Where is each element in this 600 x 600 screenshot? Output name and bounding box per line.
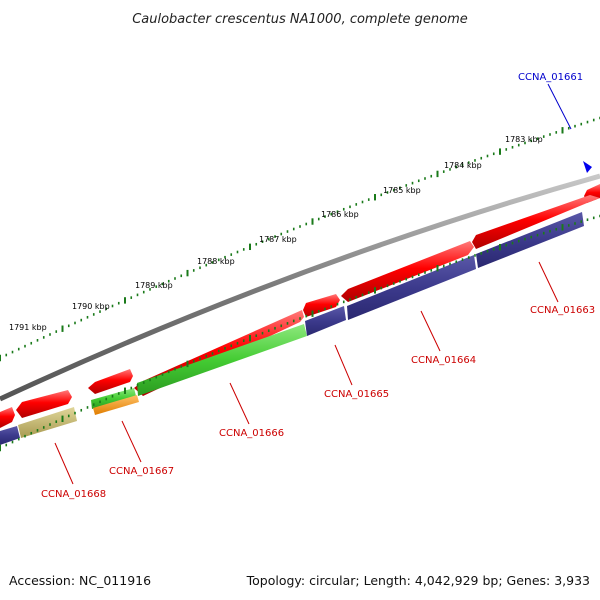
feature-block-ccna-01668[interactable] — [16, 390, 72, 418]
tick-label-1783: 1783 kbp — [505, 135, 543, 144]
inner-ticks — [0, 214, 600, 452]
gene-bar-ccna-01663[interactable] — [476, 212, 584, 268]
gene-bar-ccna-01665[interactable] — [305, 306, 346, 336]
map-title: Caulobacter crescentus NA1000, complete … — [132, 12, 468, 27]
topology-text: Topology: circular; Length: 4,042,929 bp… — [246, 573, 590, 588]
gene-row — [0, 212, 584, 445]
gene-bar-ccna-01668[interactable] — [18, 407, 77, 438]
leader-ccna-01666 — [229, 382, 250, 425]
tick-ring — [0, 116, 600, 362]
tick-label-1786: 1786 kbp — [321, 210, 359, 219]
genome-backbone — [0, 173, 600, 402]
gene-label-ccna-01664[interactable]: CCNA_01664 — [411, 355, 476, 366]
gene-label-ccna-01667[interactable]: CCNA_01667 — [109, 466, 174, 477]
accession-text: Accession: NC_011916 — [9, 573, 152, 588]
leader-ccna-01665 — [334, 344, 353, 386]
tick-label-1785: 1785 kbp — [383, 186, 421, 195]
tick-labels: 1783 kbp 1784 kbp 1785 kbp 1786 kbp 1787… — [9, 135, 543, 332]
feature-block-left-edge[interactable] — [0, 407, 15, 428]
tick-label-1787: 1787 kbp — [259, 235, 297, 244]
gene-label-ccna-01661[interactable]: CCNA_01661 — [518, 72, 583, 83]
gene-label-ccna-01665[interactable]: CCNA_01665 — [324, 389, 389, 400]
leader-ccna-01663 — [538, 261, 559, 303]
leader-ccna-01667 — [121, 420, 142, 463]
feature-block-ccna-01664[interactable] — [341, 241, 474, 302]
gene-bar-left-edge[interactable] — [0, 426, 20, 445]
leader-ccna-01668 — [54, 442, 74, 485]
gene-label-ccna-01668[interactable]: CCNA_01668 — [41, 489, 106, 500]
gene-marker-ccna-01661[interactable] — [583, 161, 592, 173]
feature-block-ccna-01667[interactable] — [88, 369, 133, 394]
tick-label-1784: 1784 kbp — [444, 161, 482, 170]
tick-label-1791: 1791 kbp — [9, 323, 47, 332]
leader-ccna-01661 — [547, 83, 572, 130]
leader-ccna-01664 — [420, 310, 441, 352]
gene-bar-ccna-01666[interactable] — [137, 324, 307, 396]
gene-label-ccna-01666[interactable]: CCNA_01666 — [219, 428, 284, 439]
tick-label-1789: 1789 kbp — [135, 281, 173, 290]
gene-label-ccna-01663[interactable]: CCNA_01663 — [530, 305, 595, 316]
gene-bar-ccna-01664[interactable] — [347, 255, 476, 320]
tick-label-1790: 1790 kbp — [72, 302, 110, 311]
gene-bar-ccna-01667-orange[interactable] — [93, 395, 139, 415]
feature-block-ccna-01663[interactable] — [472, 195, 600, 249]
gene-labels: CCNA_01661 CCNA_01663 CCNA_01664 CCNA_01… — [41, 72, 595, 500]
tick-label-1788: 1788 kbp — [197, 257, 235, 266]
